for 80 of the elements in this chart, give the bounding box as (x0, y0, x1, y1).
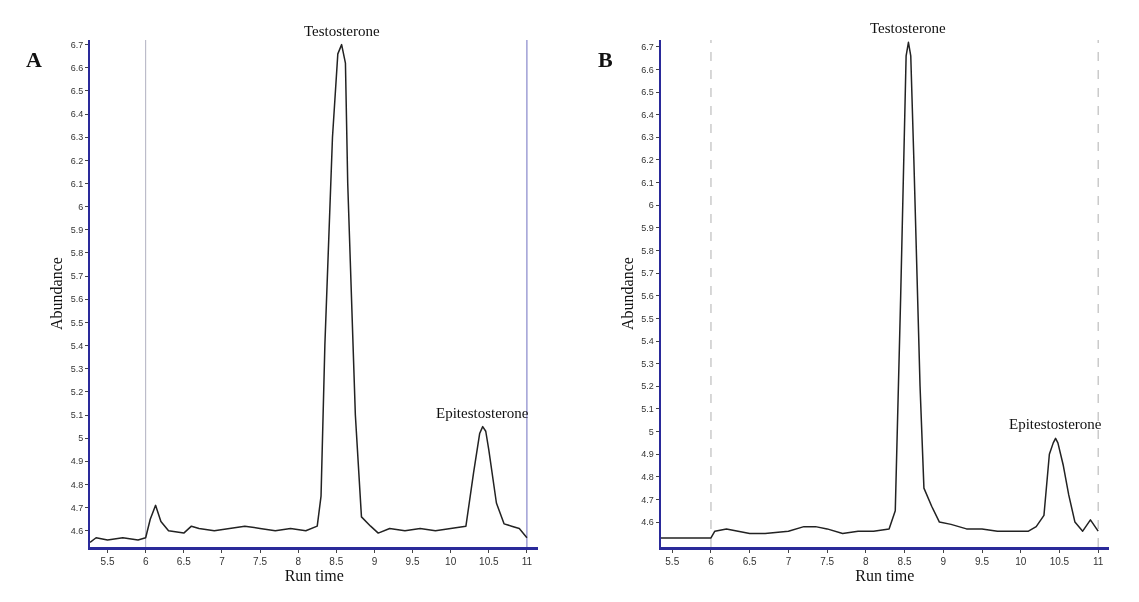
chart-title: B (598, 47, 613, 72)
annotation: Testosterone (304, 23, 380, 39)
chart-title: A (26, 47, 42, 72)
y-tick-label: 4.9 (641, 449, 654, 460)
y-tick-label: 4.6 (70, 525, 84, 536)
y-tick-label: 6 (78, 201, 84, 212)
y-tick-label: 5.8 (641, 245, 654, 256)
y-tick-label: 5.6 (641, 290, 654, 301)
y-tick-label: 5 (78, 433, 84, 444)
y-tick-label: 6.4 (641, 109, 654, 120)
y-tick-label: 6.7 (70, 39, 84, 50)
y-tick-label: 5.1 (70, 410, 84, 421)
y-tick-label: 6.2 (641, 155, 654, 166)
annotation: Epitestosterone (1009, 416, 1102, 432)
y-tick-label: 6.7 (641, 41, 654, 52)
y-tick-label: 6.5 (641, 87, 654, 98)
y-tick-label: 5.4 (70, 340, 84, 351)
y-tick-label: 5.3 (641, 358, 654, 369)
x-tick-label: 7 (785, 556, 792, 567)
y-tick-label: 6 (648, 200, 654, 211)
y-tick-label: 4.6 (641, 517, 654, 528)
x-tick-label: 8.5 (329, 556, 344, 567)
line-series (660, 41, 1099, 539)
annotation: Testosterone (870, 20, 946, 36)
x-tick-label: 8 (863, 556, 870, 567)
x-tick-label: 10 (1015, 556, 1027, 567)
x-tick-label: 9 (371, 556, 378, 567)
y-tick-label: 5.7 (641, 268, 654, 279)
x-axis-title: Run time (284, 567, 344, 584)
y-tick-label: 4.9 (70, 456, 84, 467)
x-tick-label: 10.5 (1049, 556, 1070, 567)
x-tick-label: 10.5 (479, 556, 499, 567)
y-axis-title: Abundance (618, 257, 636, 330)
y-tick-label: 5.5 (70, 317, 84, 328)
x-tick-label: 7.5 (253, 556, 268, 567)
y-tick-label: 5.9 (641, 223, 654, 234)
y-tick-label: 5.2 (641, 381, 654, 392)
y-axis-title: Abundance (48, 257, 66, 330)
y-tick-label: 6.4 (70, 109, 84, 120)
y-tick-label: 6.6 (70, 62, 84, 73)
annotation: Epitestosterone (436, 405, 529, 421)
x-tick-label: 6 (142, 556, 149, 567)
y-tick-label: 5.3 (70, 363, 84, 374)
y-tick-label: 5.4 (641, 336, 654, 347)
y-tick-label: 6.3 (641, 132, 654, 143)
y-tick-label: 4.7 (70, 502, 84, 513)
y-tick-label: 5.9 (70, 224, 84, 235)
x-tick-label: 11 (1092, 556, 1104, 567)
x-tick-label: 9 (940, 556, 947, 567)
x-tick-label: 9.5 (405, 556, 420, 567)
y-tick-label: 5.6 (70, 294, 84, 305)
y-tick-label: 5.1 (641, 404, 654, 415)
x-tick-label: 10 (445, 556, 457, 567)
y-tick-label: 5 (648, 426, 654, 437)
y-tick-label: 6.2 (70, 155, 84, 166)
x-tick-label: 11 (521, 556, 533, 567)
y-tick-label: 4.8 (70, 479, 84, 490)
y-tick-label: 6.6 (641, 64, 654, 75)
y-tick-label: 5.2 (70, 387, 84, 398)
x-tick-label: 8 (295, 556, 302, 567)
y-tick-label: 5.8 (70, 248, 84, 259)
x-tick-label: 5.5 (665, 556, 680, 567)
line-series (90, 43, 528, 544)
x-tick-label: 6 (708, 556, 715, 567)
x-tick-label: 6.5 (176, 556, 192, 567)
x-tick-label: 9.5 (975, 556, 990, 567)
y-tick-label: 6.5 (70, 86, 84, 97)
x-axis-title: Run time (855, 567, 915, 584)
y-tick-label: 6.3 (70, 132, 84, 143)
y-tick-label: 6.1 (641, 177, 654, 188)
x-tick-label: 5.5 (100, 556, 115, 567)
y-tick-label: 4.7 (641, 494, 654, 505)
y-tick-label: 5.5 (641, 313, 654, 324)
x-tick-label: 8.5 (897, 556, 912, 567)
x-tick-label: 7.5 (820, 556, 835, 567)
x-tick-label: 7 (219, 556, 226, 567)
y-tick-label: 6.1 (70, 178, 84, 189)
x-tick-label: 6.5 (742, 556, 758, 567)
y-tick-label: 5.7 (70, 271, 84, 282)
y-tick-label: 4.8 (641, 471, 654, 482)
